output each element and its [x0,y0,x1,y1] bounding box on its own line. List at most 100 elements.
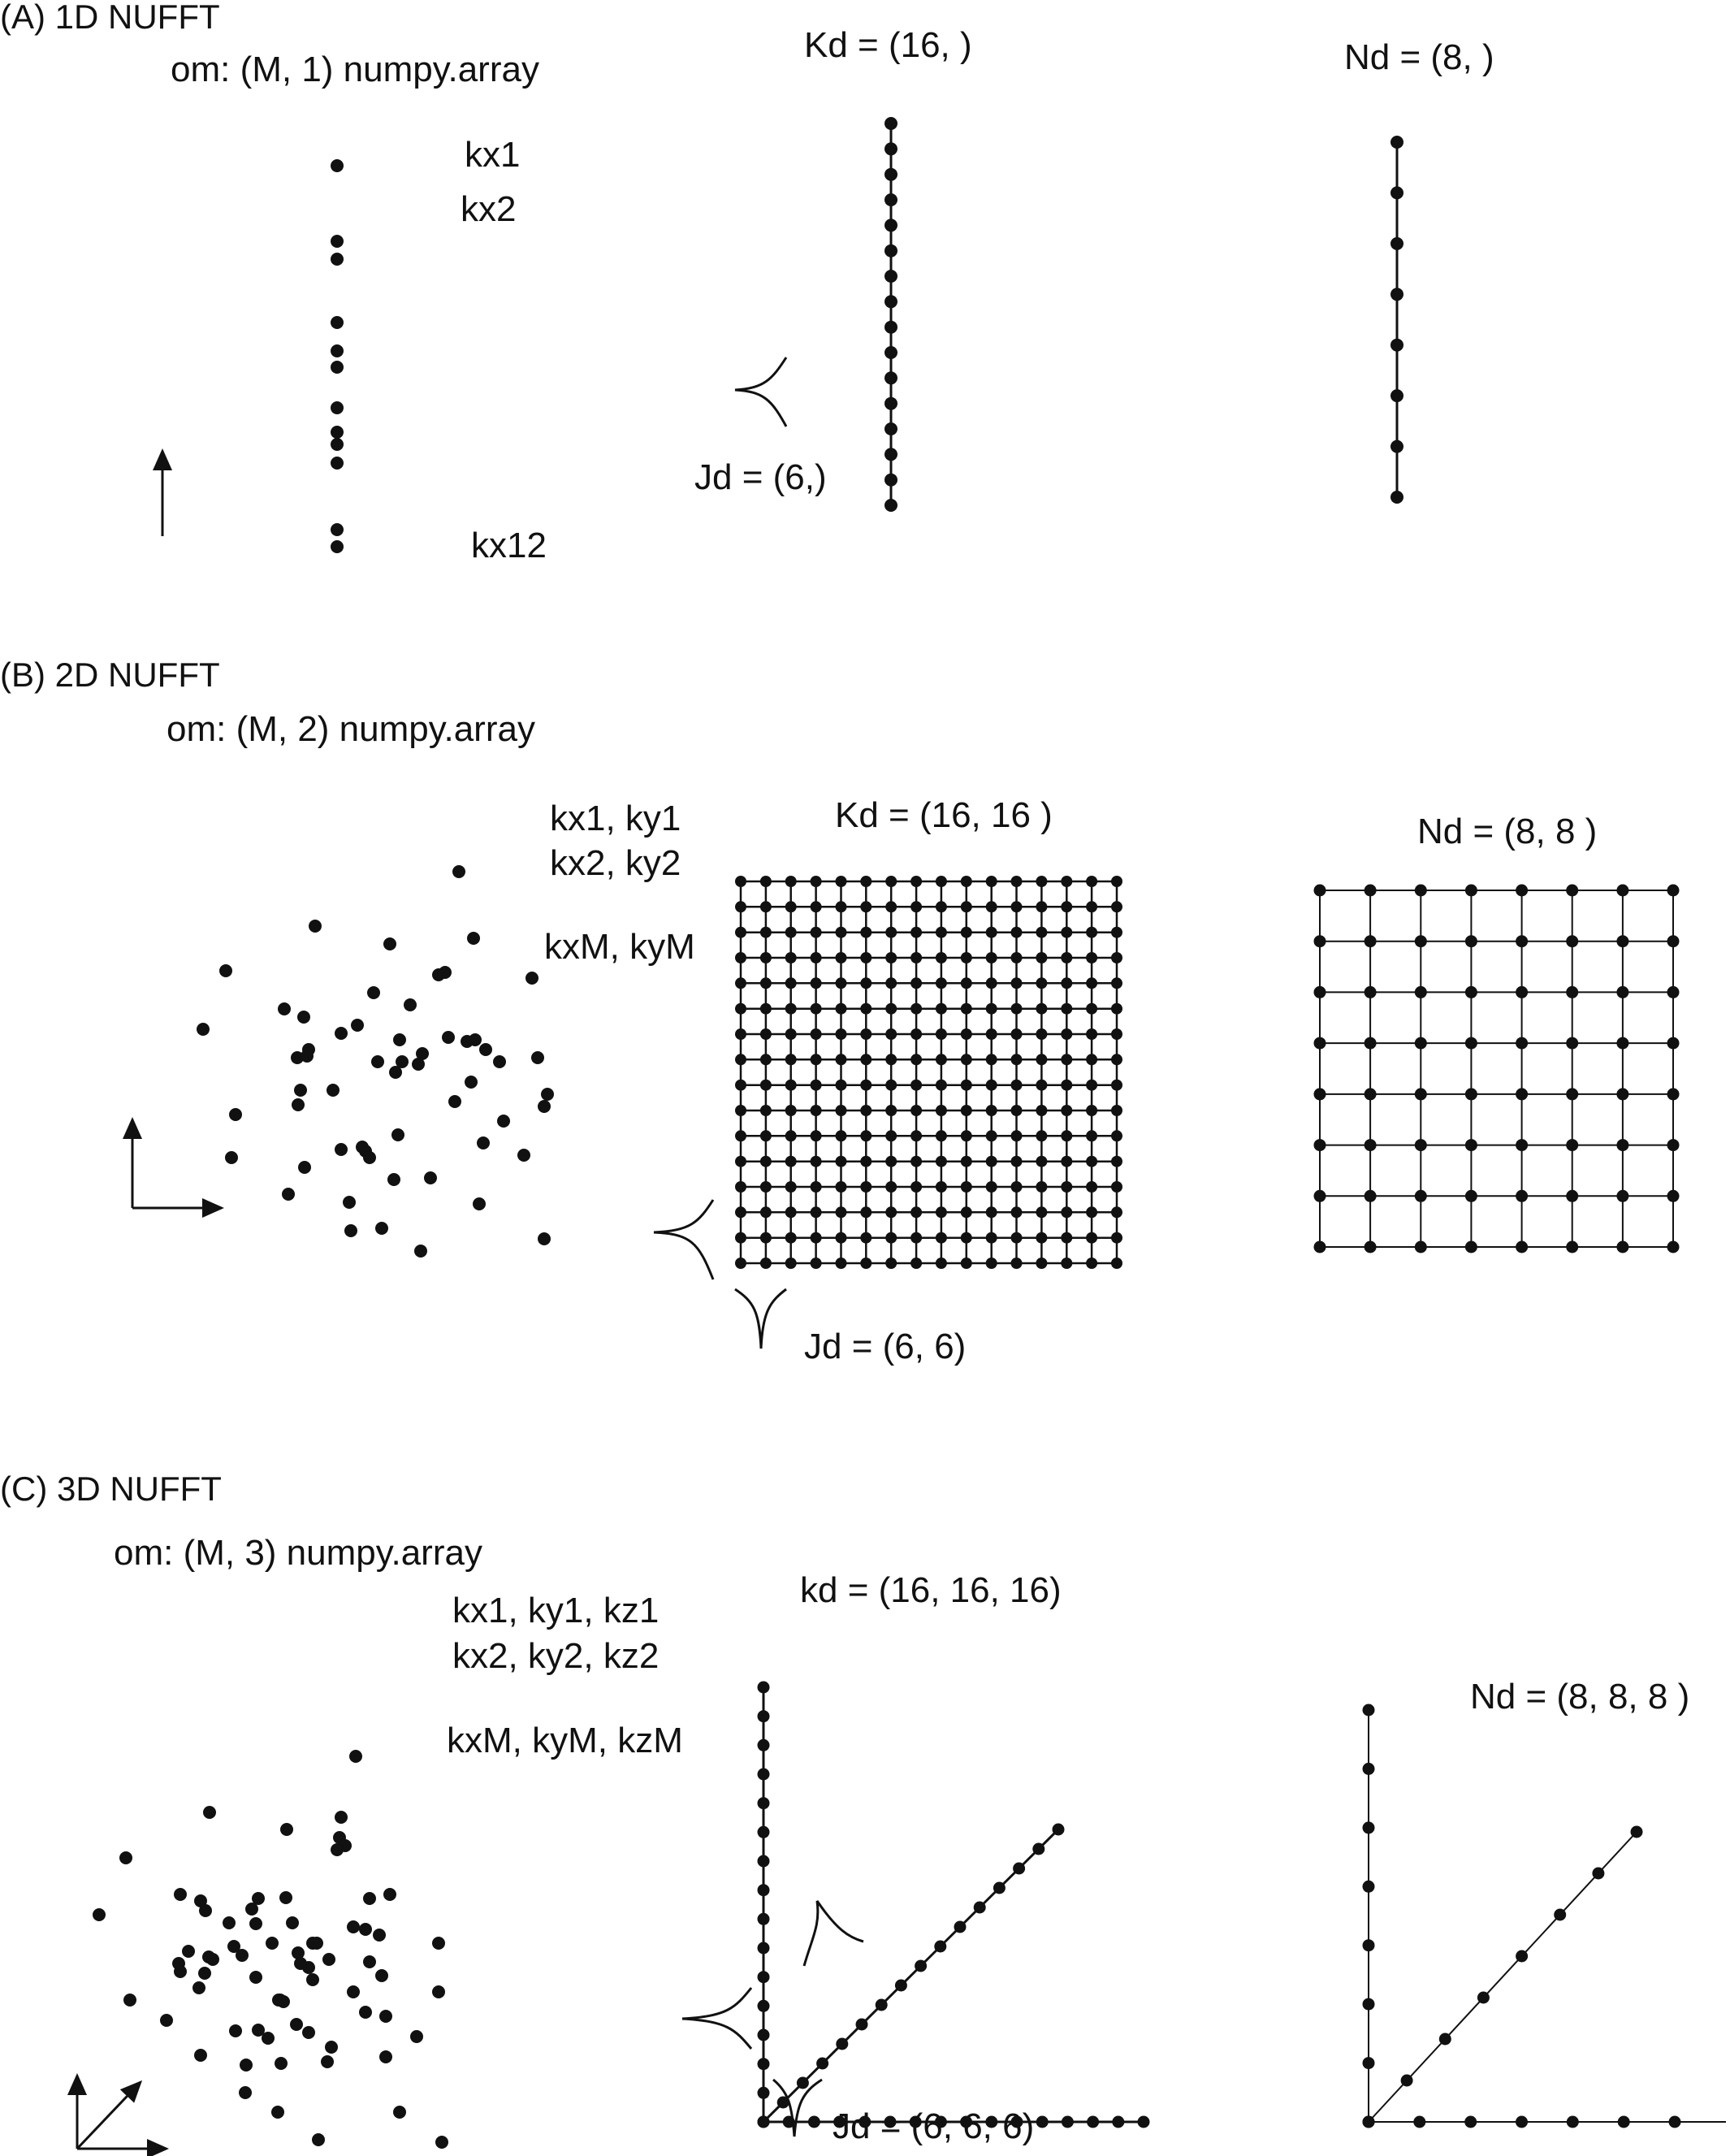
kd-grid-node [985,977,997,989]
sample-point [424,1171,437,1184]
kd-grid-node [884,193,897,206]
kd-grid-node [1111,1054,1122,1066]
kd-grid-node [935,1206,947,1219]
nd-grid-node [1464,1037,1477,1050]
panel-a-title: (A) 1D NUFFT [0,0,220,36]
kd-x-axis-node [1137,2115,1150,2128]
kd-grid-node [860,1002,872,1015]
kd-z-axis-line [762,1828,1060,2124]
sample-point [477,1136,490,1149]
panel-b-kd-label: Kd = (16, 16 ) [835,795,1053,835]
kd-grid-node [810,1002,822,1015]
kd-grid-node [884,320,897,334]
nd-grid-node [1616,1189,1629,1202]
sample-point [331,344,344,357]
nd-x-axis-node [1668,2115,1681,2128]
kd-grid-node [1010,876,1023,887]
nd-grid-node [1464,935,1477,948]
kd-grid-node [885,901,897,913]
nd-grid-node [1516,1088,1529,1101]
sample-point [123,1994,136,2007]
kd-grid-node [785,1258,797,1269]
kd-grid-node [860,926,872,938]
kd-grid-node [910,1155,923,1167]
sample-point [383,1888,396,1901]
sample-point [404,998,417,1011]
sample-point [174,1965,187,1978]
kd-grid-node [1111,1258,1122,1269]
kd-grid-node [960,1002,972,1015]
kd-grid-node [1086,952,1098,963]
kd-y-axis-node [757,1797,770,1810]
kd-grid-node [1036,1155,1048,1167]
kd-grid-node [885,876,897,887]
sample-point [473,1197,486,1210]
kd-grid-node [1036,901,1048,913]
kd-z-axis-node [776,2096,789,2109]
kd-grid-node [985,1258,997,1269]
kd-grid-node [1086,876,1098,887]
kd-z-axis-node [993,1881,1006,1894]
kd-grid-node [985,1079,997,1091]
kd-grid-node [735,1130,746,1142]
sample-point [393,1033,406,1046]
kd-grid-node [935,1258,947,1269]
kd-grid-node [885,1002,897,1015]
kd-grid-node [935,926,947,938]
kd-grid-node [960,876,972,887]
kd-grid-node [910,977,923,989]
sample-point [351,1019,364,1032]
nd-grid-node [1566,1240,1579,1253]
kd-grid-node [884,371,897,385]
sample-point [280,1823,293,1836]
kd-grid-node [935,1181,947,1193]
sample-point [432,1937,445,1950]
kd-grid-node [985,1181,997,1193]
nd-grid-node [1364,1139,1377,1152]
kd-grid-node [835,1206,847,1219]
kd-grid-node [960,1206,972,1219]
nd-x-axis-node [1617,2115,1630,2128]
sample-point [160,2014,173,2027]
nd-grid-node [1667,1037,1680,1050]
sample-point [229,2024,242,2037]
sample-point [432,968,445,981]
nd-grid-node [1390,439,1403,453]
sample-point [331,159,344,172]
sample-point [371,1055,384,1068]
kd-grid-node [985,926,997,938]
kd-grid-node [810,1105,822,1116]
kd-grid-node [885,1258,897,1269]
kd-grid-node [810,1079,822,1091]
nd-y-axis-node [1362,1704,1375,1717]
kd-grid-node [1111,1232,1122,1244]
nd-grid-node [1364,1037,1377,1050]
kd-grid-node [1036,1054,1048,1066]
sample-point [525,972,538,985]
kd-grid-node [910,1258,923,1269]
sample-point [335,1027,348,1040]
kd-grid-node [910,901,923,913]
nd-grid-node [1667,1189,1680,1202]
sample-point [391,1128,404,1141]
kd-grid-node [1111,1028,1122,1040]
sample-point [331,540,344,553]
sample-point [321,2055,334,2068]
kd-grid-node [885,1028,897,1040]
kd-grid-node [835,876,847,887]
kd-grid-node [985,876,997,887]
kd-grid-node [759,1028,772,1040]
nd-grid-node [1313,1189,1326,1202]
nd-grid-node [1390,288,1403,301]
kd-grid-node [1010,1054,1023,1066]
kd-grid-node [810,1258,822,1269]
kd-grid-node [1010,926,1023,938]
sample-point [275,2057,288,2070]
kd-grid-node [1086,977,1098,989]
kd-grid-node [785,1155,797,1167]
kd-grid-node [759,1206,772,1219]
kd-grid-node [860,952,872,963]
kd-grid-node [735,1105,746,1116]
nd-grid-node [1414,1139,1427,1152]
kd-grid-node [810,926,822,938]
